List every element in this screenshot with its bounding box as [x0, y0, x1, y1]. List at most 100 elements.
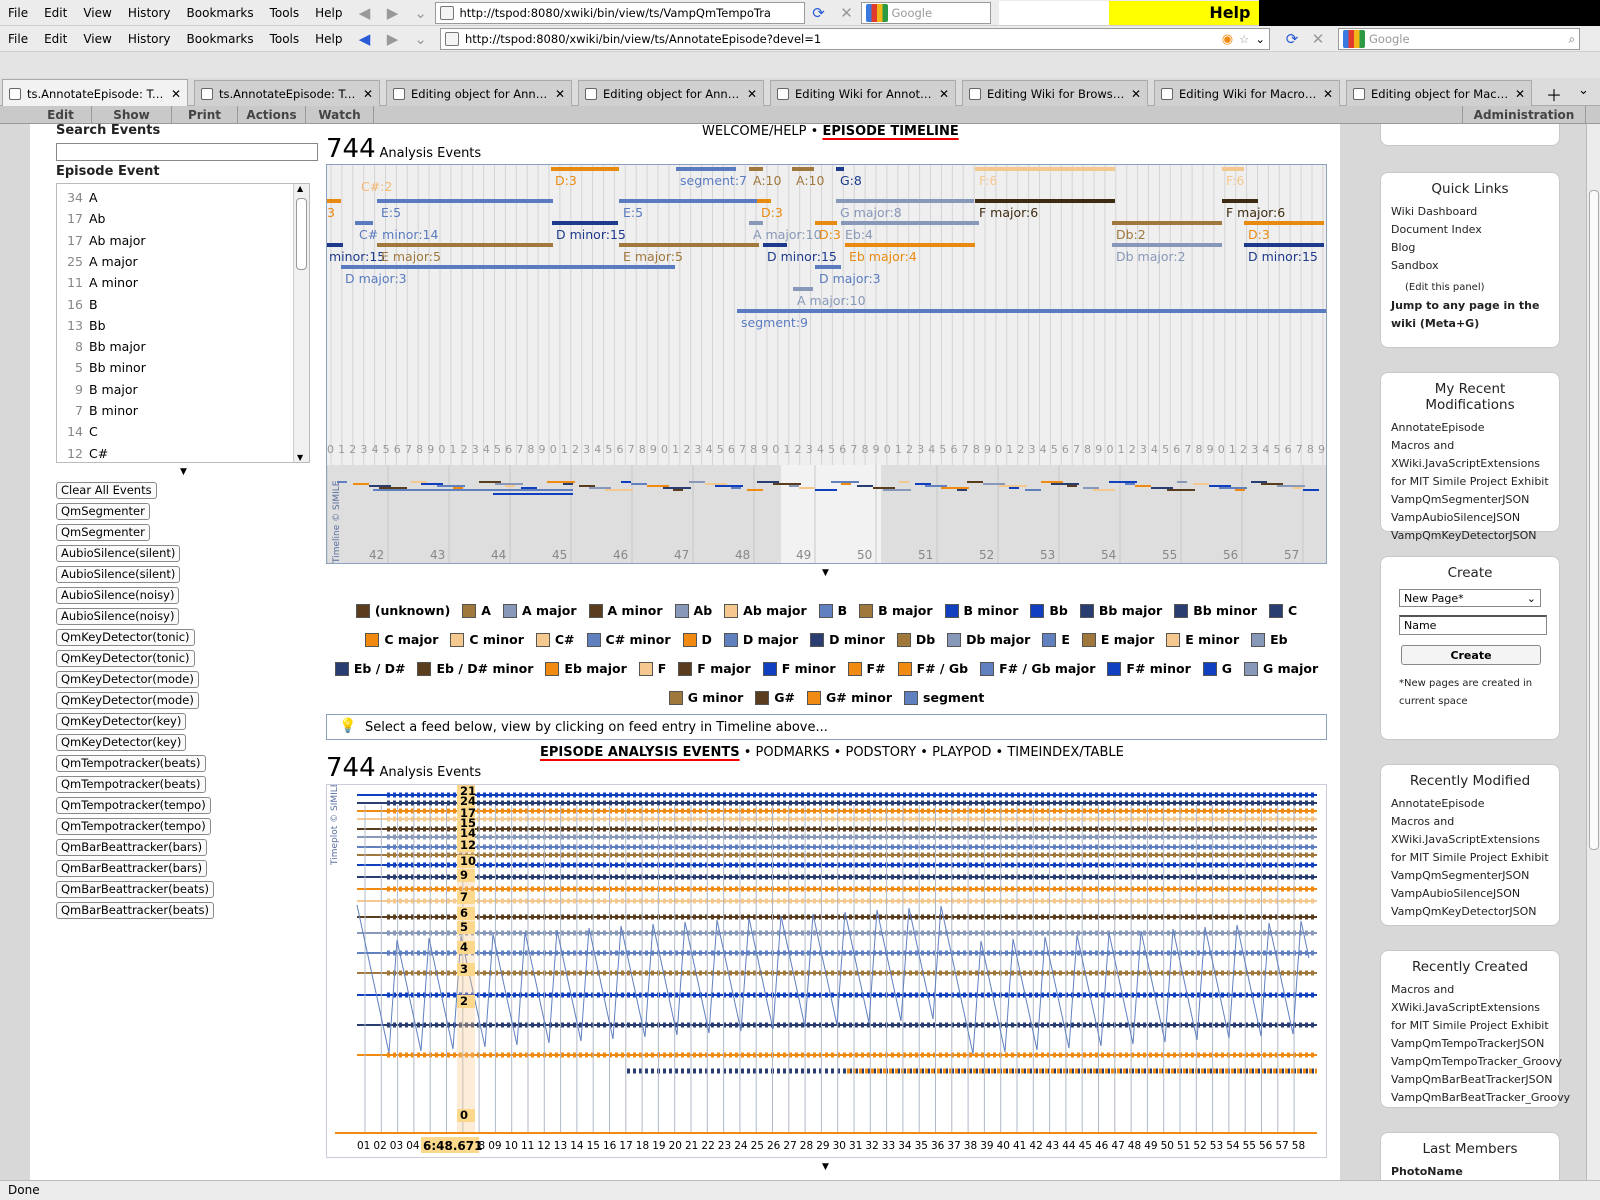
overview-event-mark[interactable]: [505, 485, 515, 487]
overview-event-mark[interactable]: [941, 487, 969, 489]
analysis-events-link[interactable]: EPISODE ANALYSIS EVENTS: [540, 745, 740, 760]
timeline-event-bar[interactable]: [841, 221, 979, 225]
legend-item[interactable]: F minor: [762, 656, 836, 682]
page-scrollbar-thumb[interactable]: [1589, 190, 1599, 850]
url-bar[interactable]: http://tspod:8080/xwiki/bin/view/ts/Anno…: [440, 28, 1270, 50]
back-icon[interactable]: ◀: [358, 3, 371, 22]
timeline-event-bar[interactable]: [975, 167, 1115, 171]
overview-event-mark[interactable]: [437, 485, 465, 487]
overview-event-mark[interactable]: [1251, 481, 1267, 483]
overview-event-mark[interactable]: [999, 485, 1027, 487]
overview-event-mark[interactable]: [841, 483, 851, 485]
overview-event-mark[interactable]: [521, 487, 537, 489]
overview-event-mark[interactable]: [493, 493, 573, 495]
overview-event-mark[interactable]: [705, 483, 727, 485]
legend-item[interactable]: Eb / D# minor: [417, 656, 533, 682]
overview-event-mark[interactable]: [1167, 489, 1195, 491]
legend-item[interactable]: G#: [755, 685, 795, 711]
overview-event-mark[interactable]: [983, 483, 1005, 485]
event-list-scroll-thumb[interactable]: [296, 198, 307, 270]
timeline-event-label[interactable]: A:10: [753, 173, 781, 188]
overview-event-mark[interactable]: [673, 489, 683, 491]
timeline-event-bar[interactable]: [377, 199, 553, 203]
tab-editing-wiki-browse[interactable]: Editing Wiki for Browse... ✕: [962, 80, 1148, 106]
quick-link-sandbox[interactable]: Sandbox: [1391, 259, 1439, 272]
timeline-event-label[interactable]: D:3: [1248, 227, 1270, 242]
legend-item[interactable]: C: [1269, 598, 1297, 624]
search-box[interactable]: Google: [860, 1, 991, 24]
timeline-event-label[interactable]: D minor:15: [1248, 249, 1318, 264]
overview-event-mark[interactable]: [547, 481, 575, 483]
list-item[interactable]: 13 Bb: [57, 315, 293, 336]
page-name-input[interactable]: Name: [1399, 615, 1547, 635]
scroll-up-icon[interactable]: ▲: [297, 184, 304, 193]
legend-item[interactable]: A minor: [588, 598, 663, 624]
list-item[interactable]: 17 Ab major: [57, 230, 293, 251]
overview-event-mark[interactable]: [1051, 483, 1079, 485]
legend-item[interactable]: segment: [904, 685, 984, 711]
overview-event-mark[interactable]: [831, 481, 859, 483]
legend-item[interactable]: A major: [502, 598, 577, 624]
timeline-expand-icon[interactable]: ▼: [822, 568, 829, 578]
event-filter-button[interactable]: AubioSilence(silent): [56, 545, 181, 562]
timeline-event-bar[interactable]: [757, 199, 771, 203]
event-filter-button[interactable]: AubioSilence(noisy): [56, 608, 180, 625]
timeline-event-bar[interactable]: [1112, 243, 1222, 247]
recently-created-item[interactable]: VampQmBarBeatTrackerJSON: [1391, 1073, 1553, 1086]
legend-item[interactable]: D major: [723, 627, 798, 653]
overview-event-mark[interactable]: [731, 487, 741, 489]
recent-mod-item[interactable]: VampQmSegmenterJSON: [1391, 493, 1530, 506]
overview-event-mark[interactable]: [379, 487, 407, 489]
timeline-event-bar[interactable]: [793, 287, 813, 291]
search-events-input[interactable]: [56, 143, 318, 161]
recently-created-item[interactable]: VampQmBarBeatTracker_Groovy: [1391, 1091, 1571, 1104]
overview-event-mark[interactable]: [689, 481, 705, 483]
legend-item[interactable]: E major: [1081, 627, 1154, 653]
xwiki-menu-administration[interactable]: Administration: [1462, 106, 1586, 124]
overview-event-mark[interactable]: [1083, 487, 1099, 489]
timeline-event-label[interactable]: E:5: [623, 205, 643, 220]
legend-item[interactable]: D: [682, 627, 712, 653]
timeline-event-bar[interactable]: [327, 199, 341, 203]
overview-event-mark[interactable]: [589, 487, 611, 489]
timeline-event-bar[interactable]: [749, 167, 763, 171]
menu-edit[interactable]: Edit: [44, 5, 68, 20]
timeline-event-bar[interactable]: [1244, 243, 1324, 247]
menu-help[interactable]: Help: [315, 31, 343, 46]
timeline-event-label[interactable]: Eb major:4: [849, 249, 917, 264]
legend-item[interactable]: Ab: [674, 598, 712, 624]
event-filter-button[interactable]: QmTempotracker(beats): [56, 776, 206, 793]
legend-item[interactable]: F major: [678, 656, 751, 682]
legend-item[interactable]: G minor: [668, 685, 743, 711]
timeline-event-label[interactable]: D:3: [761, 205, 783, 220]
legend-item[interactable]: C major: [365, 627, 438, 653]
legend-item[interactable]: (unknown): [355, 598, 450, 624]
recently-modified-item[interactable]: VampQmKeyDetectorJSON: [1391, 905, 1537, 918]
legend-item[interactable]: F# minor: [1107, 656, 1191, 682]
url-bar[interactable]: http://tspod:8080/xwiki/bin/view/ts/Vamp…: [434, 1, 805, 24]
xwiki-menu-watch[interactable]: Watch: [306, 106, 374, 124]
timeline-event-label[interactable]: G:8: [840, 173, 862, 188]
timeline-event-label[interactable]: F:6: [1226, 173, 1244, 188]
menu-file[interactable]: File: [8, 31, 29, 46]
legend-item[interactable]: Ab major: [724, 598, 807, 624]
legend-item[interactable]: C#: [535, 627, 575, 653]
new-page-select[interactable]: New Page* ⌄: [1399, 589, 1541, 607]
list-item[interactable]: 5 Bb minor: [57, 357, 293, 378]
menu-history[interactable]: History: [127, 31, 171, 46]
timeindex-table-link[interactable]: TIMEINDEX/TABLE: [1007, 745, 1124, 760]
tab-editing-wiki-macros[interactable]: Editing Wiki for Macros ... ✕: [1154, 80, 1340, 106]
recently-created-item[interactable]: VampQmTempoTracker_Groovy: [1391, 1055, 1562, 1068]
overview-event-mark[interactable]: [967, 481, 983, 483]
timeline-event-bar[interactable]: [341, 265, 675, 269]
timeline-event-bar[interactable]: [737, 309, 1327, 313]
overview-event-mark[interactable]: [631, 483, 647, 485]
overview-event-mark[interactable]: [605, 489, 633, 491]
menu-bookmarks[interactable]: Bookmarks: [186, 5, 254, 20]
legend-item[interactable]: Eb / D#: [334, 656, 405, 682]
list-item[interactable]: 12 C#: [57, 443, 293, 462]
quick-link-blog[interactable]: Blog: [1391, 241, 1416, 254]
url-dropdown-icon[interactable]: ⌄: [1255, 32, 1265, 46]
timeline-event-label[interactable]: segment:7: [680, 173, 747, 188]
bookmark-star-icon[interactable]: ☆: [1239, 32, 1250, 46]
